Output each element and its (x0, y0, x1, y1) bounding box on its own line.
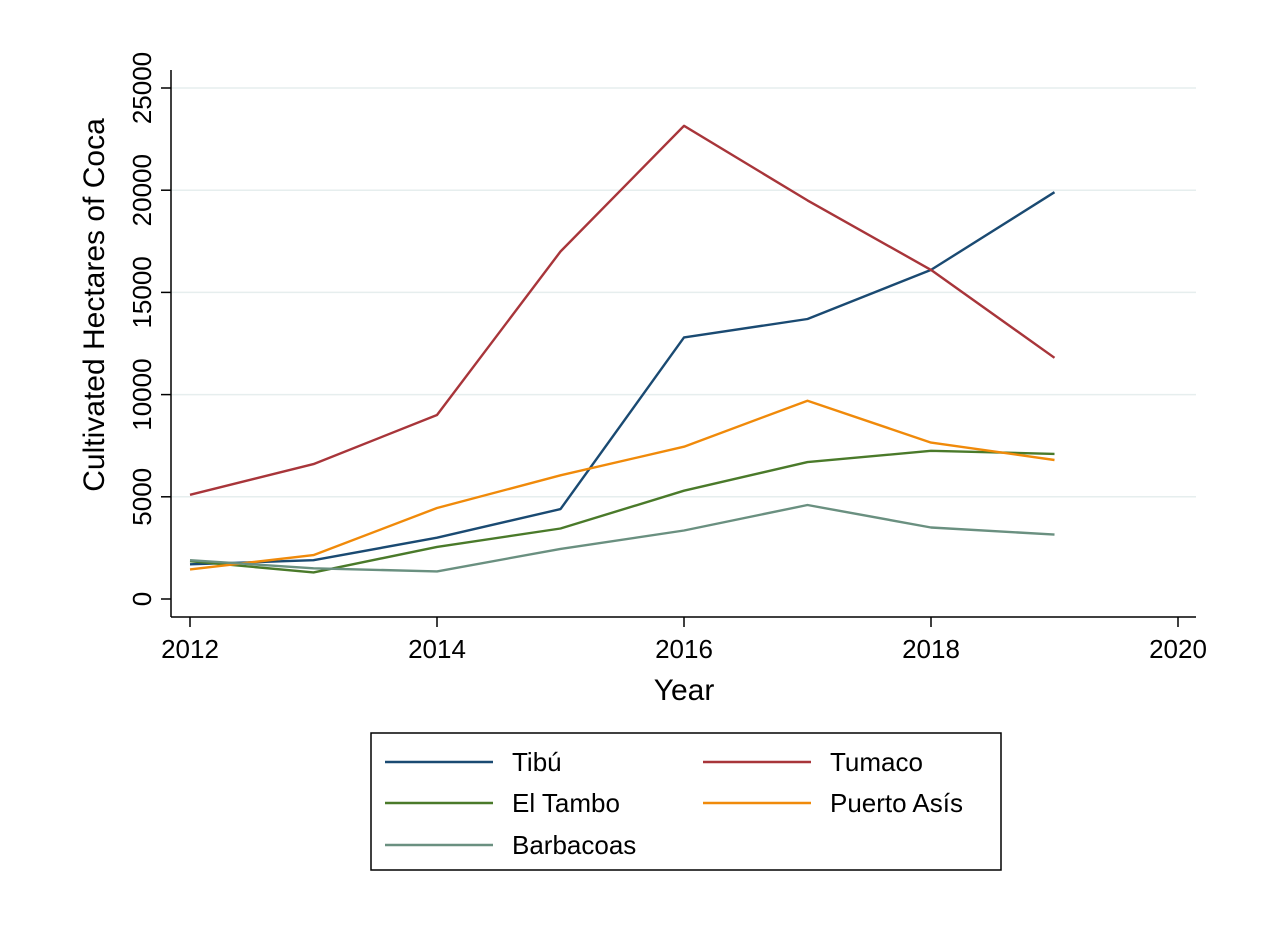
legend-label: Tumaco (830, 747, 923, 777)
legend-label: Puerto Asís (830, 788, 963, 818)
y-tick-label: 0 (127, 592, 157, 606)
series-line-el-tambo (189, 449, 1055, 574)
x-tick-label: 2012 (161, 634, 219, 664)
legend: Tibú Tumaco El Tambo Puerto Asís Barbacoas (370, 732, 1002, 871)
x-tick-label: 2016 (655, 634, 713, 664)
y-tick-label: 15000 (127, 256, 157, 328)
series-line-tumaco (189, 124, 1056, 496)
legend-box (370, 732, 1002, 871)
x-tick-label: 2014 (408, 634, 466, 664)
legend-label: Tibú (512, 747, 562, 777)
y-tick-label: 5000 (127, 468, 157, 526)
x-tick-label: 2018 (902, 634, 960, 664)
axes: 0 5000 10000 15000 20000 25000 2012 2014 2016 201… (127, 52, 1207, 664)
y-axis-label: Cultivated Hectares of Coca (78, 118, 111, 492)
gridlines (171, 87, 1196, 498)
series-lines (189, 124, 1056, 574)
series-line-barbacoas (189, 503, 1055, 573)
legend-label: Barbacoas (512, 830, 636, 860)
legend-label: El Tambo (512, 788, 620, 818)
y-tick-label: 20000 (127, 154, 157, 226)
x-tick-label: 2020 (1149, 634, 1207, 664)
series-line-puerto-as-s (189, 399, 1055, 571)
y-tick-label: 10000 (127, 358, 157, 430)
x-axis-label: Year (654, 674, 715, 707)
y-tick-label: 25000 (127, 52, 157, 124)
series-line-tib- (189, 191, 1056, 566)
